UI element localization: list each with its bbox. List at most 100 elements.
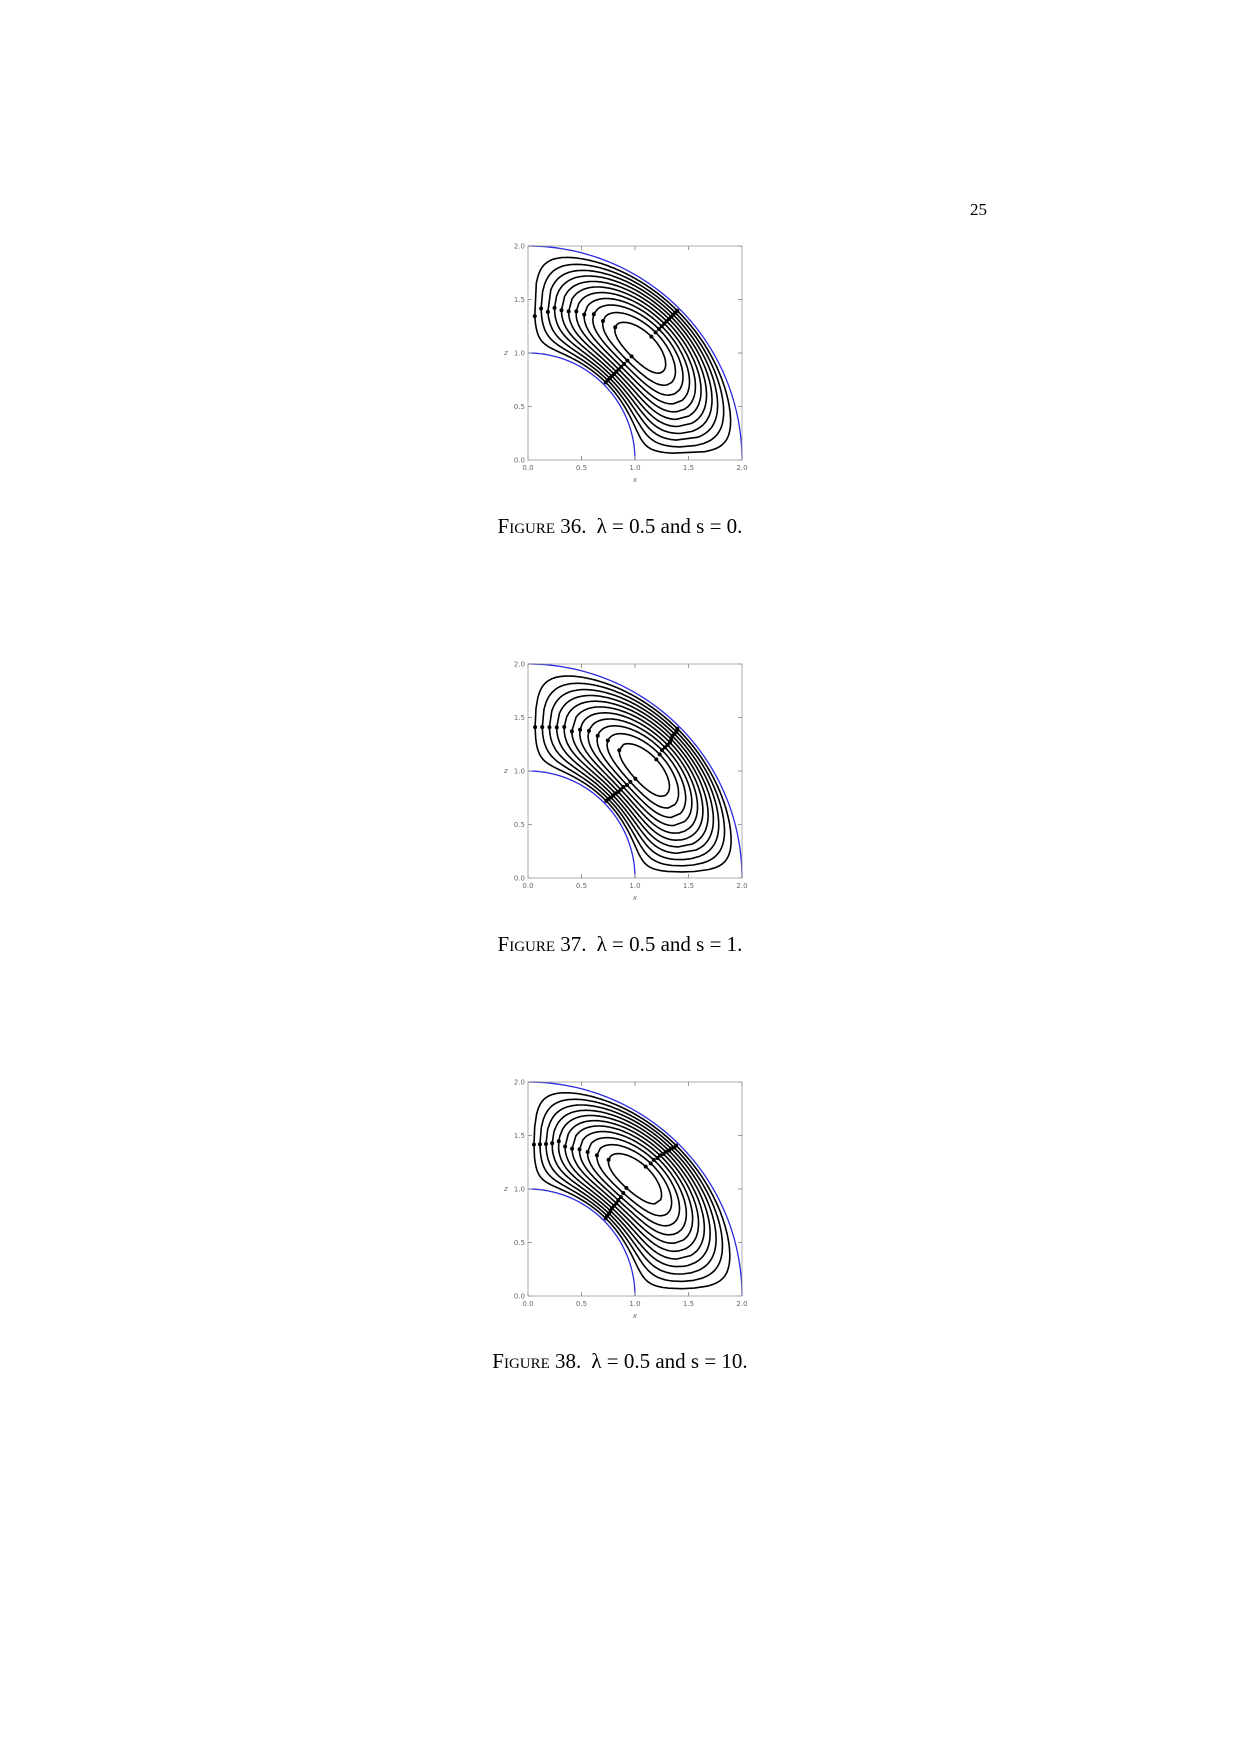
arrow-head	[616, 1197, 621, 1202]
caption-label: Figure 36.	[497, 514, 587, 538]
y-tick-label: 0.5	[514, 1239, 525, 1247]
y-tick-label: 0.0	[514, 875, 525, 883]
arrow-head	[537, 1142, 542, 1147]
x-tick-label: 2.0	[736, 1300, 747, 1308]
arrow-head	[594, 1153, 599, 1158]
arrow-head	[556, 1139, 561, 1144]
arrow-head	[574, 309, 579, 314]
x-tick-label: 0.5	[576, 882, 587, 890]
arrow-head	[563, 1144, 568, 1149]
arrow-head	[578, 727, 583, 732]
y-tick-label: 0.0	[514, 1293, 525, 1301]
x-tick-label: 0.0	[522, 464, 533, 472]
arrow-head	[624, 783, 629, 788]
arrow-head	[562, 725, 567, 730]
x-axis-label: x	[632, 894, 638, 902]
boundary-arc	[527, 352, 636, 461]
arrow-head	[661, 1152, 666, 1157]
arrow-head	[619, 364, 624, 369]
arrow-head	[552, 305, 557, 310]
y-tick-label: 1.5	[514, 1132, 525, 1140]
arrow-head	[621, 785, 626, 790]
arrow-head	[547, 725, 552, 730]
arrow-head	[629, 354, 634, 359]
x-tick-label: 1.5	[683, 1300, 694, 1308]
streamlines	[533, 675, 732, 873]
arrow-head	[569, 729, 574, 734]
arrow-head	[545, 309, 550, 314]
x-tick-label: 0.5	[576, 1300, 587, 1308]
arrow-head	[618, 787, 623, 792]
y-tick-label: 1.0	[514, 768, 525, 776]
arrow-head	[649, 334, 654, 339]
arrow-head	[633, 776, 638, 781]
arrow-head	[543, 1142, 548, 1147]
arrow-head	[606, 1157, 611, 1162]
x-tick-label: 0.0	[522, 1300, 533, 1308]
arrow-head	[550, 1141, 555, 1146]
arrow-head	[670, 733, 675, 738]
x-axis-label: x	[632, 1312, 638, 1320]
x-axis-label: x	[632, 476, 638, 484]
caption: Figure 36. λ = 0.5 and s = 0.	[0, 514, 1240, 539]
y-tick-label: 0.5	[514, 403, 525, 411]
arrow-head	[586, 728, 591, 733]
arrow-head	[658, 1153, 663, 1158]
arrow-head	[654, 757, 659, 762]
arrow-head	[616, 367, 621, 372]
y-tick-label: 1.0	[514, 350, 525, 358]
y-tick-label: 1.5	[514, 296, 525, 304]
arrow-head	[657, 752, 662, 757]
arrow-head	[614, 1201, 619, 1206]
streamlines	[532, 256, 732, 455]
boundary-arc	[527, 770, 636, 879]
arrow-head	[605, 738, 610, 743]
y-tick-label: 2.0	[514, 1079, 525, 1087]
arrow-head	[540, 725, 545, 730]
caption: Figure 37. λ = 0.5 and s = 1.	[0, 932, 1240, 957]
y-tick-label: 2.0	[514, 243, 525, 251]
x-tick-label: 1.0	[629, 464, 640, 472]
arrow-head	[566, 309, 571, 314]
x-tick-label: 1.5	[683, 882, 694, 890]
arrow-head	[672, 1145, 677, 1150]
arrow-head	[585, 1150, 590, 1155]
y-axis-label: z	[503, 767, 508, 775]
caption: Figure 38. λ = 0.5 and s = 10.	[0, 1349, 1240, 1374]
arrow-head	[622, 361, 627, 366]
x-tick-label: 2.0	[736, 464, 747, 472]
arrow-head	[531, 1142, 536, 1147]
x-tick-label: 1.0	[629, 882, 640, 890]
y-tick-label: 2.0	[514, 661, 525, 669]
boundary-arc	[527, 1081, 743, 1297]
arrow-head	[655, 1156, 660, 1161]
arrow-head	[617, 748, 622, 753]
figure-plot: 0.0 0.5 1.0 1.5 2.0 0.0 0.5 1.0 1.5 2.0 x z	[503, 661, 747, 903]
arrow-head	[624, 1185, 629, 1190]
boundary-arc	[527, 663, 743, 879]
page-number: 25	[970, 200, 987, 219]
arrow-head	[618, 1195, 623, 1200]
y-tick-label: 1.0	[514, 1186, 525, 1194]
caption-text: λ = 0.5 and s = 10.	[591, 1349, 748, 1373]
arrow-head	[628, 779, 633, 784]
figure-plot: 0.0 0.5 1.0 1.5 2.0 0.0 0.5 1.0 1.5 2.0 x z	[503, 1079, 747, 1321]
arrow-head	[660, 748, 665, 753]
arrow-head	[648, 1161, 653, 1166]
arrow-head	[570, 1146, 575, 1151]
arrow-head	[577, 1147, 582, 1152]
arrow-head	[582, 312, 587, 317]
caption-label: Figure 37.	[497, 932, 587, 956]
boundary-arc	[527, 245, 743, 461]
y-tick-label: 1.5	[514, 714, 525, 722]
y-tick-label: 0.5	[514, 821, 525, 829]
arrow-head	[559, 308, 564, 313]
arrow-head	[662, 321, 667, 326]
arrow-head	[613, 791, 618, 796]
arrow-head	[669, 737, 674, 742]
arrow-head	[643, 1164, 648, 1169]
arrow-head	[595, 733, 600, 738]
streamlines	[531, 1092, 731, 1290]
boundary-arc	[527, 1188, 636, 1297]
